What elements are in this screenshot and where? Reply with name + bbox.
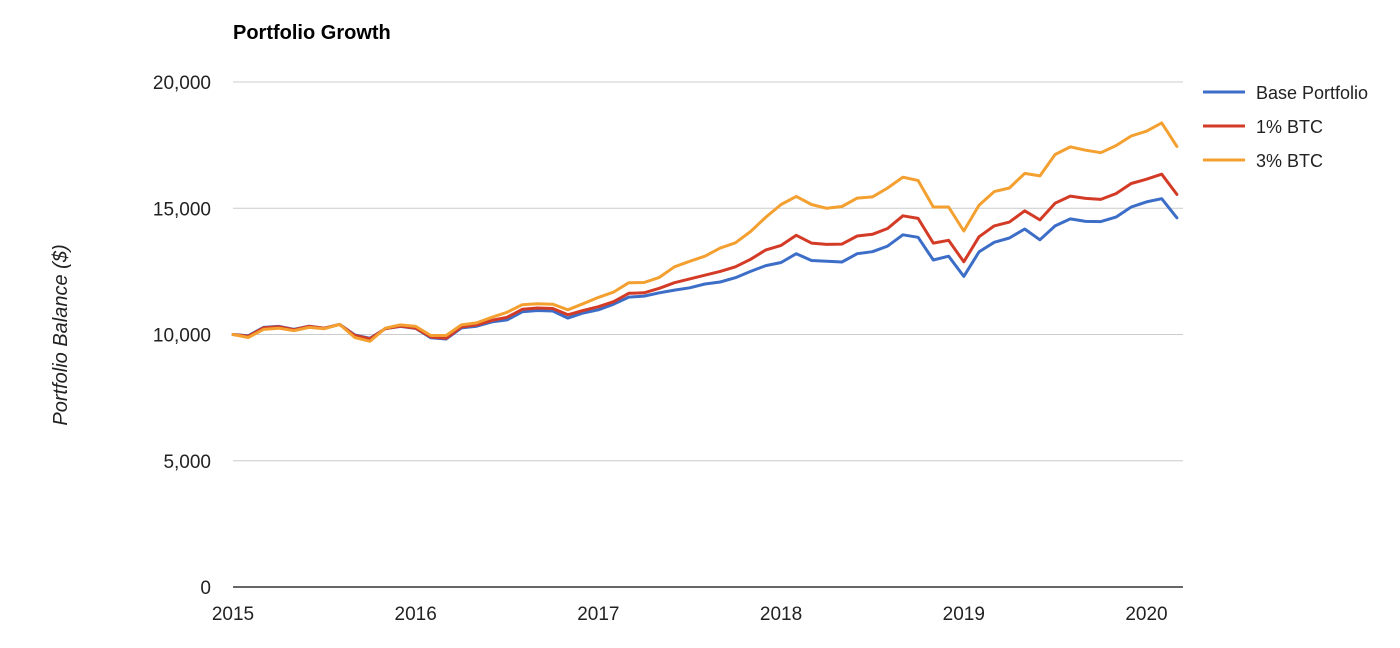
- legend: Base Portfolio 1% BTC 3% BTC: [1203, 83, 1368, 171]
- x-tick-label: 2020: [1125, 604, 1167, 625]
- y-tick-label: 15,000: [153, 199, 211, 220]
- x-tick-label: 2015: [212, 604, 254, 625]
- y-tick-label: 10,000: [153, 326, 211, 347]
- x-tick-label: 2019: [943, 604, 985, 625]
- x-tick-label: 2018: [760, 604, 802, 625]
- x-tick-label: 2016: [395, 604, 437, 625]
- y-axis-title: Portfolio Balance ($): [50, 244, 72, 425]
- y-axis-tick-labels: 0 5,000 10,000 15,000 20,000: [153, 73, 211, 599]
- y-tick-label: 5,000: [163, 452, 211, 473]
- legend-label: 3% BTC: [1256, 151, 1323, 171]
- legend-item: 1% BTC: [1203, 117, 1323, 137]
- series-lines: [231, 121, 1179, 343]
- y-tick-label: 0: [200, 578, 211, 599]
- gridlines: [233, 81, 1183, 588]
- x-tick-label: 2017: [577, 604, 619, 625]
- series-line-2: [231, 121, 1179, 343]
- series-line-0: [231, 197, 1179, 341]
- chart-title: Portfolio Growth: [233, 22, 391, 44]
- legend-label: 1% BTC: [1256, 117, 1323, 137]
- x-axis-tick-labels: 2015 2016 2017 2018 2019 2020: [212, 604, 1168, 625]
- y-tick-label: 20,000: [153, 73, 211, 94]
- legend-item: Base Portfolio: [1203, 83, 1368, 103]
- legend-item: 3% BTC: [1203, 151, 1323, 171]
- legend-label: Base Portfolio: [1256, 83, 1368, 103]
